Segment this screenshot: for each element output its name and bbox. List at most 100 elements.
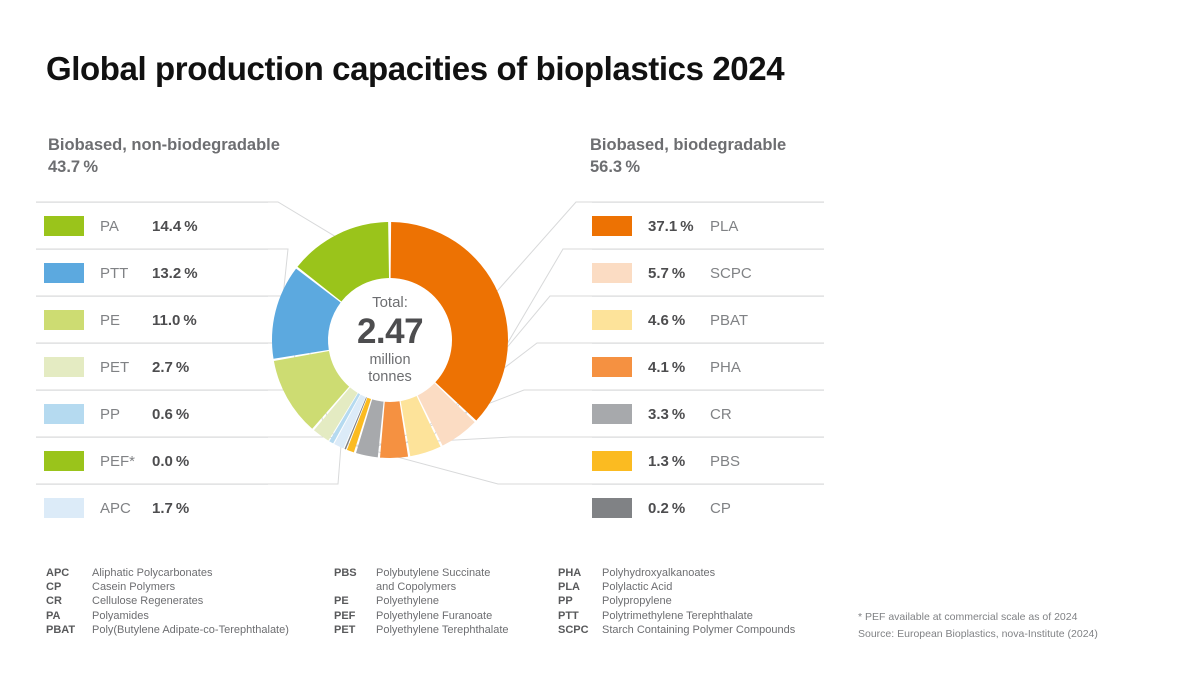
legend-percent: 11.0 % bbox=[152, 311, 197, 329]
legend-row[interactable]: PTT 13.2 % bbox=[36, 249, 268, 296]
abbreviation-name: Polyethylene Furanoate bbox=[376, 609, 493, 622]
abbreviation-code: PHA bbox=[558, 567, 582, 579]
abbreviation-row: PET Polyethylene Terephthalate bbox=[334, 623, 509, 637]
legend-row[interactable]: 5.7 % SCPC bbox=[592, 249, 824, 296]
legend-color-swatch bbox=[592, 498, 632, 518]
legend-color-swatch bbox=[44, 357, 84, 377]
abbreviation-code: APC bbox=[46, 567, 70, 579]
abbreviation-code: PET bbox=[334, 623, 356, 636]
legend-color-swatch bbox=[592, 451, 632, 471]
donut-segment-pla[interactable] bbox=[390, 222, 508, 421]
section-percent-left: 43.7 % bbox=[48, 158, 99, 176]
abbreviation-name: Polytrimethylene Terephthalate bbox=[602, 609, 753, 622]
abbreviation-row: CP Casein Polymers bbox=[46, 580, 289, 594]
legend-row[interactable]: 4.6 % PBAT bbox=[592, 296, 824, 343]
legend-code: APC bbox=[100, 499, 131, 517]
legend-row[interactable]: 1.3 % PBS bbox=[592, 437, 824, 484]
footnote-pef: * PEF available at commercial scale as o… bbox=[858, 611, 1078, 623]
legend-row[interactable]: PP 0.6 % bbox=[36, 390, 268, 437]
legend-color-swatch bbox=[44, 310, 84, 330]
abbreviation-code-spacer bbox=[334, 580, 376, 594]
source-note: * PEF available at commercial scale as o… bbox=[858, 609, 1098, 643]
abbreviation-code: PEF bbox=[334, 609, 356, 622]
donut-segment-ptt[interactable] bbox=[272, 268, 341, 359]
legend-percent: 0.6 % bbox=[152, 405, 190, 423]
abbreviation-name: Polyamides bbox=[92, 609, 149, 622]
legend-row[interactable]: 37.1 % PLA bbox=[592, 202, 824, 249]
legend-biodegradable: 37.1 % PLA 5.7 % SCPC 4.6 % PBAT 4.1 % PHA 3.3 %… bbox=[592, 202, 824, 531]
abbreviation-name: Polyhydroxyalkanoates bbox=[602, 567, 716, 579]
abbreviation-column-1: APC Aliphatic Polycarbonates CP Casein Poly… bbox=[46, 566, 289, 637]
donut-segment-apc[interactable] bbox=[334, 394, 366, 449]
legend-non-biodegradable: PA 14.4 % PTT 13.2 % PE 11.0 % PET 2.7 % PP 0.6 %… bbox=[36, 202, 268, 531]
legend-percent: 2.7 % bbox=[152, 358, 190, 376]
donut-segment-pha[interactable] bbox=[380, 401, 409, 458]
donut-chart: Total: 2.47 million tonnes bbox=[262, 212, 518, 468]
abbreviation-name-continuation: and Copolymers bbox=[376, 581, 457, 594]
abbreviation-name: Aliphatic Polycarbonates bbox=[92, 567, 213, 579]
legend-code: PTT bbox=[100, 264, 129, 282]
abbreviation-code: PLA bbox=[558, 581, 580, 594]
abbreviation-code: PBAT bbox=[46, 623, 76, 636]
legend-row[interactable]: 3.3 % CR bbox=[592, 390, 824, 437]
abbreviation-name: Casein Polymers bbox=[92, 581, 176, 594]
abbreviation-code: CP bbox=[46, 581, 62, 594]
donut-segment-pbs[interactable] bbox=[346, 397, 372, 453]
abbreviation-row: PP Polypropylene bbox=[558, 594, 795, 608]
legend-row[interactable]: PA 14.4 % bbox=[36, 202, 268, 249]
legend-percent: 14.4 % bbox=[152, 217, 198, 235]
donut-segment-cp[interactable] bbox=[344, 397, 367, 450]
donut-segment-pe[interactable] bbox=[273, 351, 350, 429]
abbreviation-row: SCPC Starch Containing Polymer Compounds bbox=[558, 623, 795, 637]
abbreviation-name: Polybutylene Succinate bbox=[376, 567, 491, 579]
section-label-right: Biobased, biodegradable bbox=[590, 136, 787, 154]
legend-color-swatch bbox=[44, 263, 84, 283]
abbreviation-row: PA Polyamides bbox=[46, 609, 289, 623]
abbreviation-code: PTT bbox=[558, 609, 579, 622]
abbreviation-row: CR Cellulose Regenerates bbox=[46, 594, 289, 608]
abbreviation-row: PBS Polybutylene Succinate bbox=[334, 566, 509, 580]
section-heading-non-biodegradable: Biobased, non-biodegradable 43.7 % bbox=[48, 134, 280, 178]
legend-code: PA bbox=[100, 217, 119, 235]
donut-segment-pp[interactable] bbox=[329, 393, 361, 444]
donut-segment-pet[interactable] bbox=[313, 387, 358, 441]
legend-color-swatch bbox=[592, 216, 632, 236]
abbreviation-code: PBS bbox=[334, 567, 357, 579]
legend-code: PE bbox=[100, 311, 121, 329]
legend-percent: 37.1 % bbox=[648, 217, 694, 235]
legend-color-swatch bbox=[592, 357, 632, 377]
abbreviation-row: PE Polyethylene bbox=[334, 594, 509, 608]
donut-segment-scpc[interactable] bbox=[417, 383, 475, 446]
legend-code: PP bbox=[100, 405, 121, 423]
legend-color-swatch bbox=[592, 310, 632, 330]
abbreviation-row: PTT Polytrimethylene Terephthalate bbox=[558, 609, 795, 623]
legend-color-swatch bbox=[44, 216, 84, 236]
donut-svg bbox=[272, 222, 508, 458]
legend-row[interactable]: 0.2 % CP bbox=[592, 484, 824, 531]
legend-code: SCPC bbox=[710, 264, 752, 282]
legend-color-swatch bbox=[592, 263, 632, 283]
abbreviation-name: Polyethylene bbox=[376, 595, 439, 608]
abbreviation-code: PE bbox=[334, 595, 349, 608]
legend-code: PET bbox=[100, 358, 130, 376]
legend-row[interactable]: 4.1 % PHA bbox=[592, 343, 824, 390]
legend-row[interactable]: APC 1.7 % bbox=[36, 484, 268, 531]
legend-code: CR bbox=[710, 405, 732, 423]
legend-code: PLA bbox=[710, 217, 739, 235]
legend-row[interactable]: PEF* 0.0 % bbox=[36, 437, 268, 484]
legend-percent: 0.0 % bbox=[152, 452, 190, 470]
donut-segment-cr[interactable] bbox=[356, 399, 384, 458]
legend-code: PHA bbox=[710, 358, 741, 376]
donut-segment-pa[interactable] bbox=[297, 222, 390, 302]
abbreviation-name: Starch Containing Polymer Compounds bbox=[602, 623, 796, 636]
abbreviation-row: PHA Polyhydroxyalkanoates bbox=[558, 566, 795, 580]
legend-row[interactable]: PET 2.7 % bbox=[36, 343, 268, 390]
donut-segment-pbat[interactable] bbox=[400, 396, 441, 457]
abbreviation-column-2: PBS Polybutylene Succinate and Copolymers P… bbox=[334, 566, 509, 637]
legend-percent: 1.7 % bbox=[152, 499, 190, 517]
abbreviation-column-3: PHA Polyhydroxyalkanoates PLA Polylactic Ac… bbox=[558, 566, 795, 637]
legend-code: PBS bbox=[710, 452, 741, 470]
abbreviation-name: Polyethylene Terephthalate bbox=[376, 623, 509, 636]
legend-row[interactable]: PE 11.0 % bbox=[36, 296, 268, 343]
